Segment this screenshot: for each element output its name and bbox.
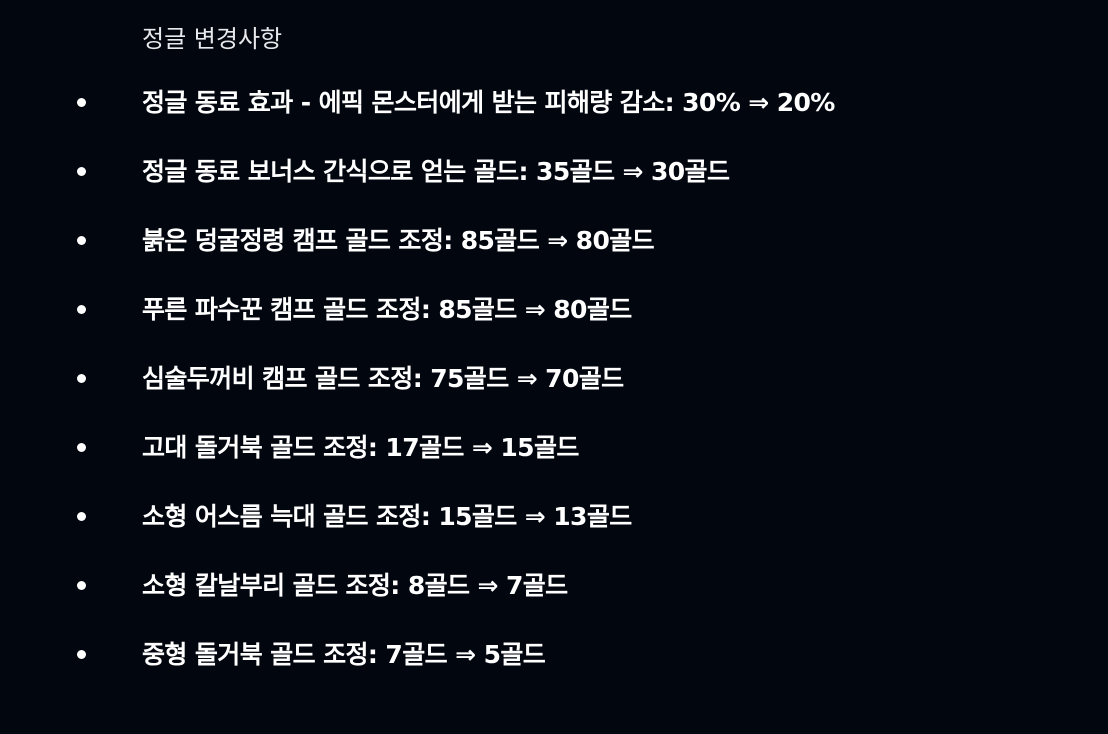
change-text: 붉은 덩굴정령 캠프 골드 조정: 85골드 ⇒ 80골드 bbox=[142, 226, 655, 255]
list-item: 고대 돌거북 골드 조정: 17골드 ⇒ 15골드 bbox=[0, 431, 1108, 500]
change-text: 푸른 파수꾼 캠프 골드 조정: 85골드 ⇒ 80골드 bbox=[142, 295, 632, 324]
change-text: 중형 돌거북 골드 조정: 7골드 ⇒ 5골드 bbox=[142, 640, 546, 669]
bullet-icon bbox=[77, 98, 86, 107]
list-item: 심술두꺼비 캠프 골드 조정: 75골드 ⇒ 70골드 bbox=[0, 362, 1108, 431]
list-item: 푸른 파수꾼 캠프 골드 조정: 85골드 ⇒ 80골드 bbox=[0, 293, 1108, 362]
bullet-icon bbox=[77, 581, 86, 590]
change-text: 고대 돌거북 골드 조정: 17골드 ⇒ 15골드 bbox=[142, 433, 579, 462]
change-text: 정글 동료 효과 - 에픽 몬스터에게 받는 피해량 감소: 30% ⇒ 20% bbox=[142, 88, 835, 117]
list-item: 중형 돌거북 골드 조정: 7골드 ⇒ 5골드 bbox=[0, 638, 1108, 707]
change-text: 소형 어스름 늑대 골드 조정: 15골드 ⇒ 13골드 bbox=[142, 502, 632, 531]
bullet-icon bbox=[77, 650, 86, 659]
list-item: 소형 칼날부리 골드 조정: 8골드 ⇒ 7골드 bbox=[0, 569, 1108, 638]
list-item: 붉은 덩굴정령 캠프 골드 조정: 85골드 ⇒ 80골드 bbox=[0, 224, 1108, 293]
bullet-icon bbox=[77, 236, 86, 245]
change-text: 정글 동료 보너스 간식으로 얻는 골드: 35골드 ⇒ 30골드 bbox=[142, 157, 730, 186]
change-text: 심술두꺼비 캠프 골드 조정: 75골드 ⇒ 70골드 bbox=[142, 364, 624, 393]
bullet-icon bbox=[77, 443, 86, 452]
list-item: 정글 동료 효과 - 에픽 몬스터에게 받는 피해량 감소: 30% ⇒ 20% bbox=[0, 86, 1108, 155]
bullet-icon bbox=[77, 167, 86, 176]
list-item: 정글 동료 보너스 간식으로 얻는 골드: 35골드 ⇒ 30골드 bbox=[0, 155, 1108, 224]
change-text: 소형 칼날부리 골드 조정: 8골드 ⇒ 7골드 bbox=[142, 571, 568, 600]
section-title: 정글 변경사항 bbox=[142, 25, 283, 53]
change-list: 정글 동료 효과 - 에픽 몬스터에게 받는 피해량 감소: 30% ⇒ 20%… bbox=[0, 86, 1108, 707]
bullet-icon bbox=[77, 305, 86, 314]
bullet-icon bbox=[77, 374, 86, 383]
bullet-icon bbox=[77, 512, 86, 521]
list-item: 소형 어스름 늑대 골드 조정: 15골드 ⇒ 13골드 bbox=[0, 500, 1108, 569]
